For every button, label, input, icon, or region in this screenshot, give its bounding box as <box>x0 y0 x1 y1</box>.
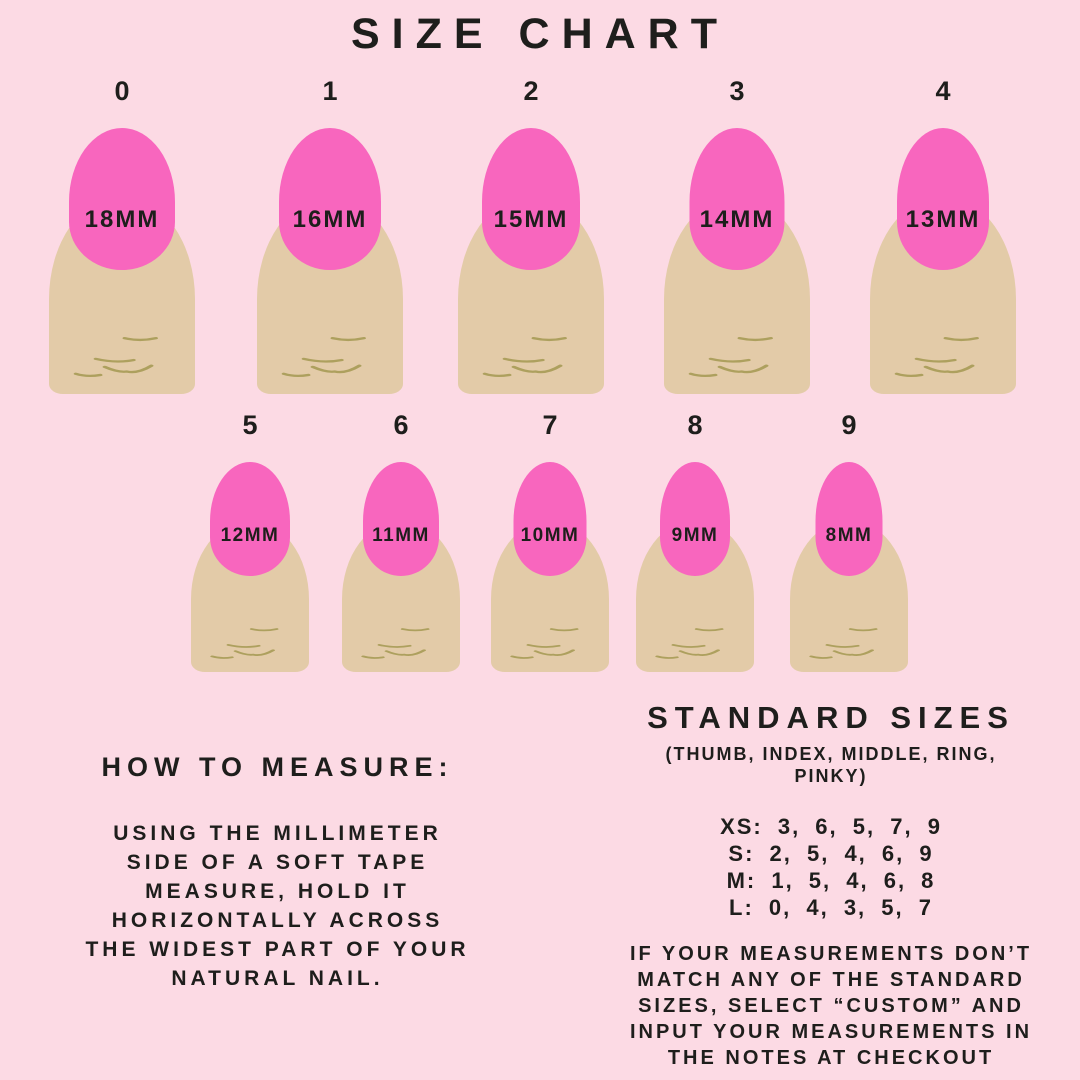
finger-number: 9 <box>841 410 857 440</box>
finger-wrinkles <box>655 627 724 659</box>
finger-illustration: 10MM <box>489 462 611 672</box>
nail-size-label: 10MM <box>520 524 580 546</box>
finger-number: 4 <box>935 76 951 106</box>
finger-order-label: PINKY) <box>794 766 868 786</box>
nail-size-label: 8MM <box>825 524 873 546</box>
nail-shape: 9MM <box>660 462 730 576</box>
finger-number: 1 <box>322 76 338 106</box>
how-to-measure-text-line: SIDE OF A SOFT TAPE <box>126 851 429 874</box>
custom-size-note-line: SIZES, SELECT “CUSTOM” AND <box>638 995 1024 1017</box>
finger-illustration: 13MM <box>868 128 1018 394</box>
nail-shape: 16MM <box>279 128 381 270</box>
custom-size-note-line: MATCH ANY OF THE STANDARD <box>637 969 1025 991</box>
how-to-measure-text-line: HORIZONTALLY ACROSS <box>111 909 444 932</box>
finger-figure-9: 9 8MM <box>788 408 910 672</box>
finger-figure-1: 1 16MM <box>255 74 405 394</box>
finger-figure-7: 7 10MM <box>489 408 611 672</box>
finger-number: 5 <box>242 410 258 440</box>
nail-size-label: 14MM <box>699 206 775 234</box>
finger-number: 7 <box>542 410 558 440</box>
how-to-measure-text-line: THE WIDEST PART OF YOUR <box>85 938 470 961</box>
standard-sizes-heading: STANDARD SIZES <box>647 700 1015 735</box>
nail-shape: 11MM <box>363 462 439 576</box>
finger-number: 3 <box>729 76 745 106</box>
finger-skin <box>664 195 810 394</box>
custom-size-note: IF YOUR MEASUREMENTS DON’T MATCH ANY OF … <box>600 941 1062 1071</box>
how-to-measure-text-line: USING THE MILLIMETER <box>113 822 442 845</box>
finger-number: 8 <box>687 410 703 440</box>
nail-shape: 18MM <box>69 128 175 270</box>
size-combination-list: XS: 3, 6, 5, 7, 9 S: 2, 5, 4, 6, 9 M: 1,… <box>600 813 1062 921</box>
finger-wrinkles <box>361 627 430 659</box>
nail-size-label: 12MM <box>220 524 280 546</box>
finger-figure-3: 3 14MM <box>662 74 812 394</box>
finger-wrinkles <box>894 336 979 377</box>
finger-figure-8: 8 9MM <box>634 408 756 672</box>
finger-wrinkles <box>688 336 773 377</box>
nail-size-label: 16MM <box>292 206 368 234</box>
how-to-measure-text-line: NATURAL NAIL. <box>171 967 384 990</box>
custom-size-note-line: INPUT YOUR MEASUREMENTS IN <box>629 1021 1033 1043</box>
finger-wrinkles <box>482 336 567 377</box>
nail-size-label: 18MM <box>84 206 160 234</box>
finger-figure-6: 6 11MM <box>340 408 462 672</box>
finger-wrinkles <box>809 627 878 659</box>
nail-shape: 12MM <box>210 462 290 576</box>
finger-illustration: 14MM <box>662 128 812 394</box>
size-combination-l: L: 0, 4, 3, 5, 7 <box>729 895 933 920</box>
finger-figure-5: 5 12MM <box>189 408 311 672</box>
finger-illustration: 12MM <box>189 462 311 672</box>
finger-wrinkles <box>510 627 579 659</box>
finger-number: 6 <box>393 410 409 440</box>
nail-shape: 13MM <box>897 128 989 270</box>
finger-figure-4: 4 13MM <box>868 74 1018 394</box>
finger-illustration: 9MM <box>634 462 756 672</box>
finger-illustration: 18MM <box>47 128 197 394</box>
size-combination-xs: XS: 3, 6, 5, 7, 9 <box>720 814 942 839</box>
finger-number: 0 <box>114 76 130 106</box>
page-title: SIZE CHART <box>351 10 729 58</box>
finger-wrinkles <box>210 627 279 659</box>
finger-illustration: 8MM <box>788 462 910 672</box>
size-combination-m: M: 1, 5, 4, 6, 8 <box>726 868 936 893</box>
custom-size-note-line: IF YOUR MEASUREMENTS DON’T <box>629 943 1033 965</box>
finger-number: 2 <box>523 76 539 106</box>
nail-shape: 8MM <box>815 462 883 576</box>
how-to-measure-text-line: MEASURE, HOLD IT <box>145 880 410 903</box>
finger-order-label: (THUMB, INDEX, MIDDLE, RING, <box>665 744 997 764</box>
nail-size-label: 11MM <box>372 524 430 546</box>
nail-size-label: 13MM <box>905 206 981 234</box>
finger-illustration: 11MM <box>340 462 462 672</box>
nail-shape: 14MM <box>689 128 785 270</box>
size-combination-s: S: 2, 5, 4, 6, 9 <box>728 841 934 866</box>
how-to-measure-section: HOW TO MEASURE: USING THE MILLIMETER SID… <box>40 752 515 993</box>
finger-figure-0: 0 18MM <box>47 74 197 394</box>
finger-illustration: 16MM <box>255 128 405 394</box>
finger-wrinkles <box>73 336 158 377</box>
standard-sizes-section: STANDARD SIZES (THUMB, INDEX, MIDDLE, RI… <box>600 700 1062 1071</box>
how-to-measure-heading: HOW TO MEASURE: <box>101 752 454 782</box>
finger-wrinkles <box>281 336 366 377</box>
finger-illustration: 15MM <box>456 128 606 394</box>
custom-size-note-line: THE NOTES AT CHECKOUT <box>667 1047 995 1069</box>
nail-shape: 15MM <box>482 128 580 270</box>
nail-size-label: 9MM <box>671 524 719 546</box>
finger-figure-2: 2 15MM <box>456 74 606 394</box>
nail-size-label: 15MM <box>493 206 569 234</box>
nail-shape: 10MM <box>513 462 587 576</box>
